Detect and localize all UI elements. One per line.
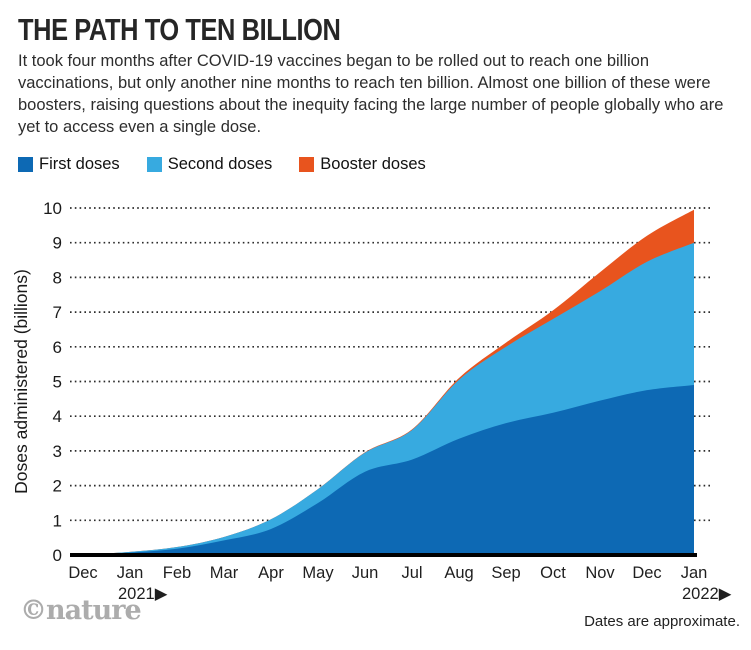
x-tick-label: Jan [681, 564, 708, 582]
legend-label: Second doses [167, 155, 273, 173]
x-tick-label: Oct [540, 564, 566, 582]
y-tick-label: 0 [53, 546, 62, 565]
legend-item-first-doses: First doses [18, 155, 120, 174]
legend-label: First doses [39, 155, 120, 173]
y-tick-label: 8 [53, 268, 62, 287]
x-tick-label: Nov [585, 564, 615, 582]
x-tick-label: Jun [352, 564, 379, 582]
year-label: 2022▶ [682, 585, 733, 603]
x-tick-label: Dec [68, 564, 97, 582]
area-first-doses [83, 384, 694, 555]
legend-item-second-doses: Second doses [146, 155, 273, 174]
legend-label: Booster doses [320, 155, 426, 173]
y-tick-label: 7 [53, 303, 62, 322]
x-tick-label: Jul [401, 564, 422, 582]
page-title: THE PATH TO TEN BILLION [18, 12, 341, 47]
y-tick-label: 10 [43, 199, 62, 218]
legend-item-booster-doses: Booster doses [299, 155, 426, 174]
x-tick-label: Aug [444, 564, 473, 582]
y-axis-title: Doses administered (billions) [11, 269, 31, 494]
x-tick-label: Feb [163, 564, 191, 582]
booster-doses-swatch [299, 157, 315, 172]
x-axis-line [70, 553, 697, 557]
y-tick-label: 9 [53, 234, 62, 253]
x-tick-label: May [302, 564, 334, 582]
x-tick-label: Jan [117, 564, 144, 582]
y-tick-label: 6 [53, 338, 62, 357]
x-tick-label: Apr [258, 564, 284, 582]
second-doses-swatch [146, 157, 162, 172]
y-tick-label: 2 [53, 477, 62, 496]
x-tick-label: Sep [491, 564, 520, 582]
first-doses-swatch [18, 157, 33, 172]
x-tick-label: Dec [632, 564, 661, 582]
nature-logo: ©nature [20, 595, 142, 626]
y-tick-label: 1 [53, 511, 62, 530]
y-tick-label: 4 [53, 407, 62, 426]
y-tick-label: 3 [53, 442, 62, 461]
legend: First doses Second doses Booster doses [18, 155, 426, 174]
intro-text: It took four months after COVID-19 vacci… [18, 52, 724, 136]
x-tick-label: Mar [210, 564, 239, 582]
y-tick-label: 5 [53, 373, 62, 392]
year-label: 2021▶ [118, 585, 169, 603]
dates-note: Dates are approximate. [584, 613, 740, 630]
